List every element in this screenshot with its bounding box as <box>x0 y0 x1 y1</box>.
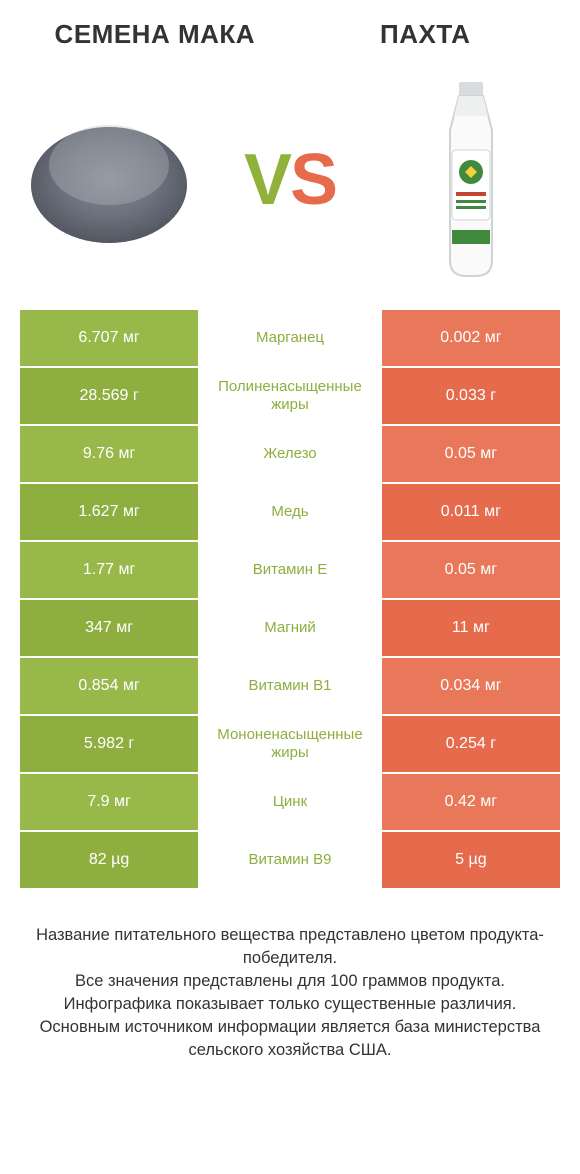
cell-right-value: 0.011 мг <box>382 484 560 540</box>
vs-label: VS <box>198 144 382 216</box>
table-row: 6.707 мгМарганец0.002 мг <box>20 310 560 366</box>
cell-right-value: 0.05 мг <box>382 542 560 598</box>
cell-nutrient-label: Железо <box>198 426 382 482</box>
product-image-left <box>20 95 198 265</box>
table-row: 0.854 мгВитамин B10.034 мг <box>20 658 560 714</box>
cell-right-value: 0.42 мг <box>382 774 560 830</box>
cell-nutrient-label: Мононенасыщенные жиры <box>198 716 382 772</box>
footnote-text: Название питательного вещества представл… <box>20 924 560 1063</box>
cell-right-value: 0.033 г <box>382 368 560 424</box>
cell-left-value: 7.9 мг <box>20 774 198 830</box>
titles-row: СЕМЕНА МАКА ПАХТА <box>20 20 560 60</box>
cell-left-value: 347 мг <box>20 600 198 656</box>
table-row: 9.76 мгЖелезо0.05 мг <box>20 426 560 482</box>
vs-v: V <box>244 140 290 220</box>
cell-nutrient-label: Витамин E <box>198 542 382 598</box>
table-row: 5.982 гМононенасыщенные жиры0.254 г <box>20 716 560 772</box>
cell-nutrient-label: Полиненасыщенные жиры <box>198 368 382 424</box>
cell-nutrient-label: Цинк <box>198 774 382 830</box>
cell-right-value: 0.034 мг <box>382 658 560 714</box>
title-left: СЕМЕНА МАКА <box>30 20 280 50</box>
buttermilk-bottle-icon <box>426 80 516 280</box>
cell-nutrient-label: Марганец <box>198 310 382 366</box>
cell-right-value: 5 µg <box>382 832 560 888</box>
cell-left-value: 9.76 мг <box>20 426 198 482</box>
cell-left-value: 0.854 мг <box>20 658 198 714</box>
cell-nutrient-label: Медь <box>198 484 382 540</box>
cell-right-value: 0.254 г <box>382 716 560 772</box>
vs-s: S <box>290 140 336 220</box>
cell-left-value: 28.569 г <box>20 368 198 424</box>
table-row: 1.77 мгВитамин E0.05 мг <box>20 542 560 598</box>
cell-nutrient-label: Витамин B9 <box>198 832 382 888</box>
infographic-root: СЕМЕНА МАКА ПАХТА <box>0 0 580 1062</box>
cell-left-value: 6.707 мг <box>20 310 198 366</box>
table-row: 347 мгМагний11 мг <box>20 600 560 656</box>
table-row: 7.9 мгЦинк0.42 мг <box>20 774 560 830</box>
cell-left-value: 1.77 мг <box>20 542 198 598</box>
table-row: 1.627 мгМедь0.011 мг <box>20 484 560 540</box>
cell-left-value: 82 µg <box>20 832 198 888</box>
nutrition-table: 6.707 мгМарганец0.002 мг28.569 гПолинена… <box>20 310 560 888</box>
cell-nutrient-label: Магний <box>198 600 382 656</box>
product-image-right <box>382 80 560 280</box>
cell-right-value: 0.002 мг <box>382 310 560 366</box>
table-row: 28.569 гПолиненасыщенные жиры0.033 г <box>20 368 560 424</box>
poppy-seed-icon <box>24 95 194 265</box>
cell-left-value: 5.982 г <box>20 716 198 772</box>
cell-left-value: 1.627 мг <box>20 484 198 540</box>
cell-right-value: 0.05 мг <box>382 426 560 482</box>
title-right: ПАХТА <box>300 20 550 50</box>
image-row: VS <box>20 60 560 310</box>
table-row: 82 µgВитамин B95 µg <box>20 832 560 888</box>
cell-nutrient-label: Витамин B1 <box>198 658 382 714</box>
cell-right-value: 11 мг <box>382 600 560 656</box>
